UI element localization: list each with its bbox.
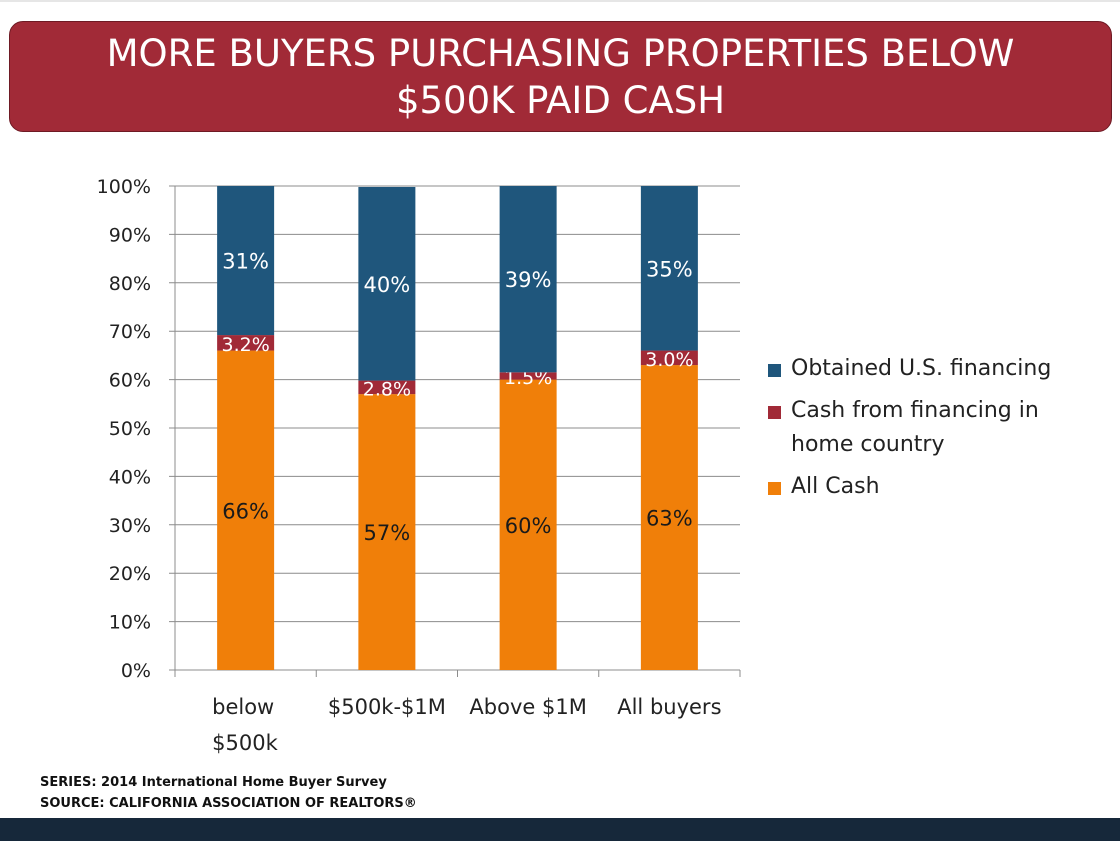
data-label: 2.8%: [363, 378, 411, 400]
title-line-2: $500K PAID CASH: [395, 78, 726, 122]
legend-swatch-all-cash: [768, 482, 781, 495]
title-line-1: MORE BUYERS PURCHASING PROPERTIES BELOW: [106, 31, 1015, 75]
chart-legend: Obtained U.S. financing Cash from financ…: [768, 352, 1098, 504]
bar-segment: [499, 379, 557, 670]
bar-segment: [217, 335, 275, 351]
legend-swatch-cash-home-country: [768, 406, 781, 419]
y-tick-label: 30%: [109, 515, 151, 537]
data-label: 39%: [505, 268, 552, 292]
x-tick-label: Above $1M: [469, 695, 586, 719]
y-tick-label: 90%: [109, 224, 151, 246]
data-label: 63%: [646, 507, 693, 531]
bar-segment: [358, 186, 416, 381]
y-tick-label: 50%: [109, 418, 151, 440]
legend-label-cash-home-country: Cash from financing in home country: [791, 398, 1039, 457]
footer-band: [0, 818, 1120, 841]
x-tick-label: $500k-$1M: [328, 695, 446, 719]
data-label: 31%: [222, 250, 269, 274]
data-label: 35%: [646, 257, 693, 281]
legend-swatch-us-financing: [768, 364, 781, 377]
y-tick-label: 80%: [109, 273, 151, 295]
legend-label-all-cash: All Cash: [791, 474, 880, 499]
bar-segment: [217, 186, 275, 336]
bar-segment: [640, 186, 698, 351]
y-tick-label: 40%: [109, 466, 151, 488]
x-tick-label: $500k: [212, 731, 278, 755]
y-tick-label: 60%: [109, 370, 151, 392]
top-rule: [0, 0, 1120, 2]
bar-segment: [358, 394, 416, 670]
data-label: 3.2%: [221, 334, 269, 356]
legend-label-us-financing: Obtained U.S. financing: [791, 356, 1052, 381]
x-tick-label: below: [212, 695, 274, 719]
legend-item-cash-home-country: Cash from financing in home country: [768, 394, 1098, 462]
data-label: 66%: [222, 499, 269, 523]
y-tick-label: 100%: [97, 176, 151, 198]
data-label: 57%: [364, 521, 411, 545]
y-tick-label: 10%: [109, 612, 151, 634]
data-label: 3.0%: [645, 349, 693, 371]
legend-item-us-financing: Obtained U.S. financing: [768, 352, 1098, 386]
y-tick-label: 70%: [109, 321, 151, 343]
x-tick-label: All buyers: [617, 695, 721, 719]
bar-segment: [217, 350, 275, 670]
bar-segment: [640, 365, 698, 670]
bar-segment: [499, 372, 557, 380]
source-note: SOURCE: CALIFORNIA ASSOCIATION OF REALTO…: [40, 796, 417, 811]
title-banner: MORE BUYERS PURCHASING PROPERTIES BELOW …: [9, 21, 1112, 132]
bar-segment: [358, 380, 416, 395]
y-tick-label: 0%: [121, 660, 151, 682]
data-label: 60%: [505, 514, 552, 538]
bar-segment: [499, 186, 557, 373]
data-label: 1.5%: [504, 367, 552, 389]
bar-segment: [640, 350, 698, 366]
legend-item-all-cash: All Cash: [768, 470, 1098, 504]
series-note: SERIES: 2014 International Home Buyer Su…: [40, 775, 387, 790]
data-label: 40%: [364, 273, 411, 297]
y-tick-label: 20%: [109, 563, 151, 585]
